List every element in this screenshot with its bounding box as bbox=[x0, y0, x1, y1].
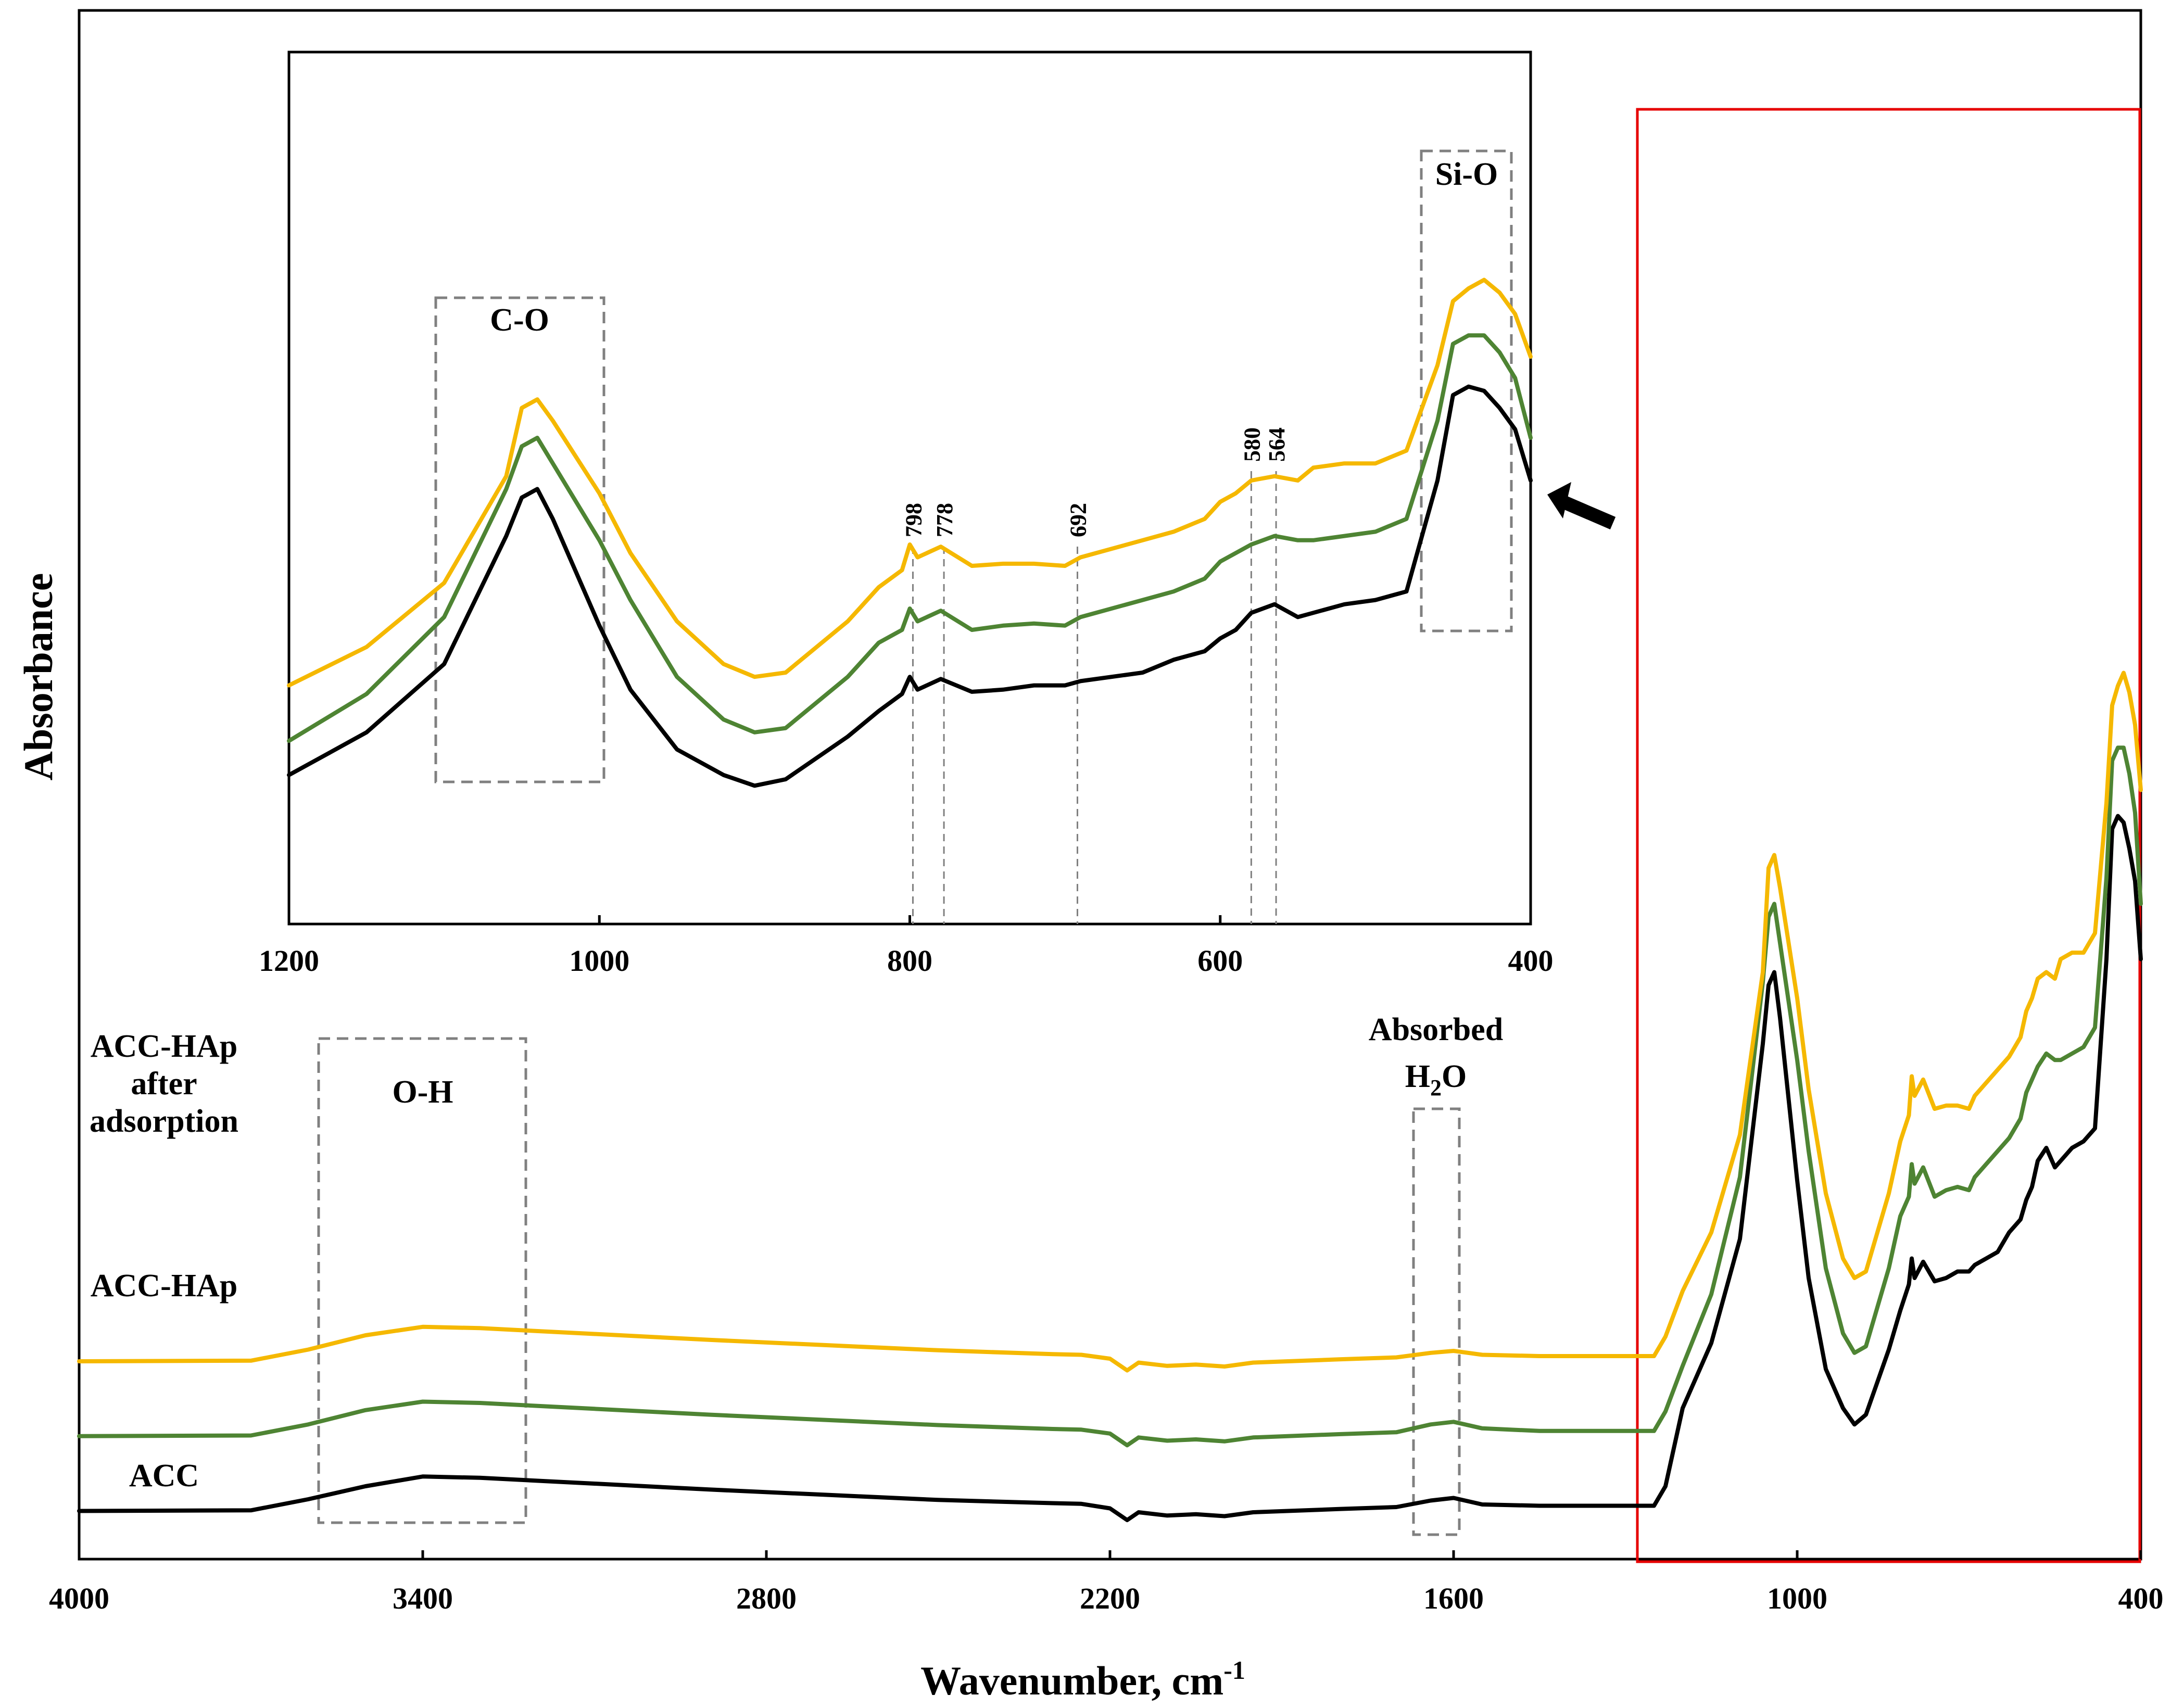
inset-spectrum-line-acc bbox=[287, 384, 1533, 788]
series-label-group: ACC-HAp after adsorption ACC-HAp ACC bbox=[90, 1029, 238, 1494]
series-label-acc-hap-after-adsorption: ACC-HAp after adsorption bbox=[90, 1029, 238, 1139]
zoom-arrow-icon bbox=[1547, 482, 1616, 529]
co-region-box bbox=[434, 296, 605, 783]
series-label-acc-hap: ACC-HAp bbox=[91, 1268, 237, 1304]
peak-label: 692 bbox=[1065, 503, 1091, 537]
inset-tick-label: 400 bbox=[1508, 944, 1554, 978]
y-axis-title: Absorbance bbox=[16, 573, 61, 781]
inset-spectrum-line-acc-hap-after-adsorption bbox=[287, 277, 1533, 688]
inset-tick-label: 600 bbox=[1197, 944, 1243, 978]
inset-series-group bbox=[287, 277, 1533, 788]
inset-frame bbox=[287, 50, 1532, 926]
spectrum-line-acc-hap bbox=[77, 745, 2143, 1448]
co-label: C-O bbox=[490, 302, 549, 338]
main-tick-label: 4000 bbox=[49, 1582, 109, 1615]
main-tick-label: 400 bbox=[2118, 1582, 2164, 1615]
x-axis-title: Wavenumber, cm-1 bbox=[920, 1655, 1245, 1703]
peak-label: 778 bbox=[932, 503, 957, 537]
inset-x-ticks: 1200 1000 800 600 400 bbox=[259, 915, 1554, 978]
inset-tick-label: 1000 bbox=[569, 944, 629, 978]
peak-label: 798 bbox=[901, 503, 926, 537]
absorbed-label: Absorbed bbox=[1369, 1012, 1503, 1047]
inset-spectrum-line-acc-hap bbox=[287, 333, 1533, 743]
main-tick-label: 1000 bbox=[1767, 1582, 1827, 1615]
h2o-region-box bbox=[1412, 1107, 1461, 1536]
spectrum-line-acc-hap-after-adsorption bbox=[77, 670, 2143, 1373]
main-series-group bbox=[77, 670, 2143, 1522]
inset-tick-label: 800 bbox=[887, 944, 932, 978]
sio-label: Si-O bbox=[1435, 157, 1498, 192]
main-tick-label: 1600 bbox=[1423, 1582, 1484, 1615]
main-tick-label: 3400 bbox=[393, 1582, 453, 1615]
oh-label: O-H bbox=[392, 1074, 453, 1110]
zoom-region-box bbox=[1636, 108, 2141, 1563]
main-x-ticks: 4000 3400 2800 2200 1600 1000 400 bbox=[49, 1550, 2164, 1615]
spectrum-line-acc bbox=[77, 814, 2143, 1522]
main-tick-label: 2800 bbox=[736, 1582, 797, 1615]
peak-label: 564 bbox=[1264, 427, 1290, 462]
peak-label: 580 bbox=[1239, 427, 1265, 462]
h2o-label: H2O bbox=[1405, 1059, 1467, 1100]
series-label-acc: ACC bbox=[129, 1458, 199, 1494]
oh-region-box bbox=[317, 1037, 527, 1524]
sio-region-box bbox=[1420, 149, 1513, 632]
main-tick-label: 2200 bbox=[1080, 1582, 1140, 1615]
inset-tick-label: 1200 bbox=[259, 944, 319, 978]
